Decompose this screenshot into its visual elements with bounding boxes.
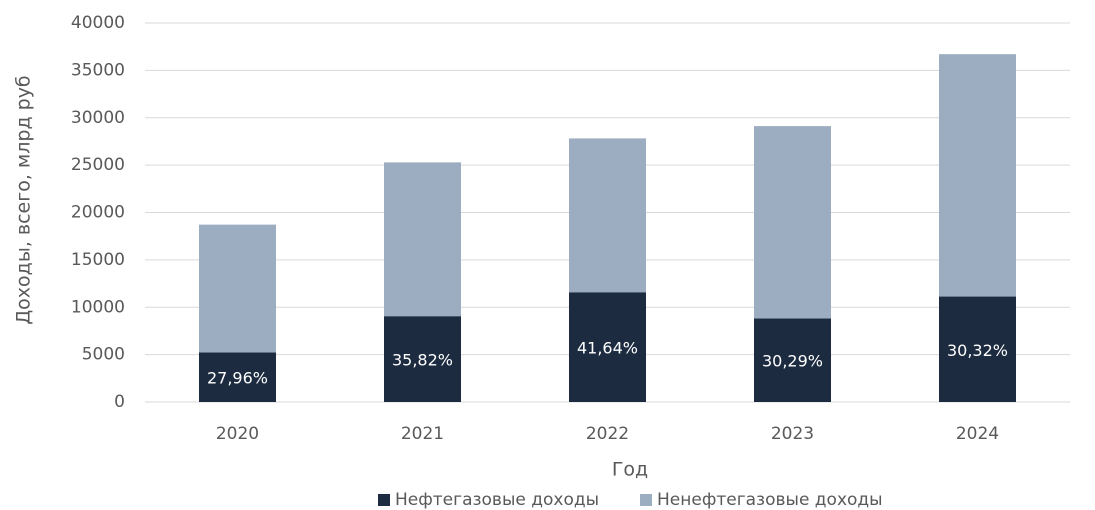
y-tick-label: 40000 [71,13,125,33]
x-tick-label: 2021 [401,424,444,444]
x-axis-title: Год [612,459,648,481]
x-tick-label: 2020 [216,424,259,444]
y-tick-label: 30000 [71,108,125,128]
bar-segment [569,292,646,402]
bar-segment [384,316,461,402]
share-label: 27,96% [207,369,268,388]
y-tick-label: 10000 [71,297,125,317]
y-tick-label: 5000 [82,345,125,365]
legend-label: Ненефтегазовые доходы [657,490,883,510]
bar-segment [939,54,1016,297]
bar-segment [199,352,276,402]
share-label: 30,32% [947,341,1008,360]
bar-segment [199,224,276,353]
y-tick-label: 25000 [71,155,125,175]
y-axis-title: Доходы, всего, млрд руб [13,75,35,324]
bar-segment [939,296,1016,402]
x-tick-label: 2022 [586,424,629,444]
legend-label: Нефтегазовые доходы [395,490,599,510]
bar-segment [569,138,646,293]
legend-swatch [378,494,390,506]
legend-swatch [640,494,652,506]
x-tick-label: 2023 [771,424,814,444]
x-tick-label: 2024 [956,424,999,444]
share-label: 30,29% [762,352,823,371]
share-label: 41,64% [577,339,638,358]
bar-segment [754,126,831,319]
y-tick-label: 35000 [71,60,125,80]
y-tick-label: 0 [114,392,125,412]
share-label: 35,82% [392,351,453,370]
y-tick-label: 15000 [71,250,125,270]
bar-segment [384,162,461,317]
bar-segment [754,318,831,402]
y-tick-label: 20000 [71,203,125,223]
